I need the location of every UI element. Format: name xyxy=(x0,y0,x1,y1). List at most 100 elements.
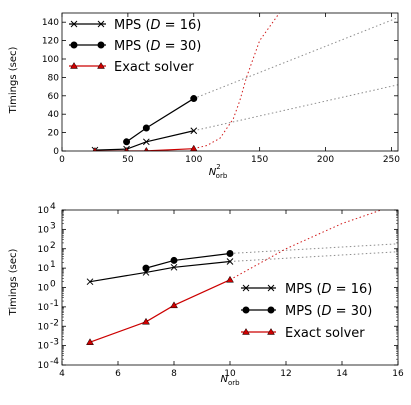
legend-label: Exact solver xyxy=(114,60,194,75)
x-marker-stroke xyxy=(267,284,275,292)
x-marker xyxy=(142,138,150,146)
series xyxy=(86,210,382,345)
x-tick-label: 150 xyxy=(251,155,268,165)
legend-item: Exact solver xyxy=(69,60,194,75)
plot-area xyxy=(91,13,398,151)
legend-label: MPS (D = 30) xyxy=(114,39,201,54)
triangle-marker xyxy=(70,62,78,69)
triangle-marker xyxy=(142,317,150,325)
plot-frame xyxy=(61,209,399,366)
x-marker-stroke xyxy=(190,127,198,135)
x-marker xyxy=(70,20,78,28)
y-tick-label: 10 xyxy=(38,303,50,313)
legend-label-prefix: Exact solver xyxy=(114,60,194,75)
x-marker xyxy=(226,258,234,265)
legend-label-suffix: = 16) xyxy=(332,282,373,297)
y-tick-label: 10 xyxy=(38,245,50,255)
bottom-xlabel-sub: orb xyxy=(228,379,240,387)
legend-label-prefix: MPS ( xyxy=(285,282,322,297)
circle-marker xyxy=(242,306,250,314)
series xyxy=(86,251,398,286)
y-tick-label: 10 xyxy=(38,284,50,294)
legend: MPS (D = 16)MPS (D = 30)Exact solver xyxy=(241,282,372,341)
series-line xyxy=(89,260,231,283)
series xyxy=(91,84,398,151)
y-tick-label: 80 xyxy=(48,73,60,83)
circle-marker xyxy=(97,41,105,49)
series xyxy=(142,243,398,272)
x-marker xyxy=(86,278,94,286)
x-marker xyxy=(267,284,275,292)
legend: MPS (D = 16) MPS (D = 30) Exact solver xyxy=(69,18,201,75)
top-ylabel: Timings (sec) xyxy=(8,46,19,114)
y-tick-label-exponent: -2 xyxy=(50,318,59,328)
top-xlabel-sub: orb xyxy=(216,172,228,180)
bottom-xlabel-var: N xyxy=(220,374,228,385)
x-tick-label: 4 xyxy=(59,369,65,379)
x-tick-label: 10 xyxy=(224,369,236,379)
legend-label-suffix: = 30) xyxy=(161,39,202,54)
circle-marker xyxy=(226,249,234,257)
series-line xyxy=(126,98,195,143)
y-tick-label: 10 xyxy=(38,206,50,216)
y-tick-label-exponent: 0 xyxy=(50,280,56,290)
legend-label-prefix: MPS ( xyxy=(114,18,151,33)
trend-line xyxy=(229,251,398,262)
triangle-marker xyxy=(242,328,250,335)
triangle-marker xyxy=(92,147,98,151)
legend-label: MPS (D = 16) xyxy=(285,282,372,297)
legend-label: Exact solver xyxy=(285,326,365,341)
legend-label-prefix: MPS ( xyxy=(285,304,322,319)
x-marker-stroke xyxy=(170,263,178,271)
x-tick-label: 0 xyxy=(59,155,65,165)
y-tick-label-exponent: -1 xyxy=(50,299,59,309)
x-tick-label: 12 xyxy=(280,369,291,379)
legend-label-suffix: = 16) xyxy=(161,18,202,33)
trend-line xyxy=(193,17,398,100)
x-tick-label: 14 xyxy=(336,369,348,379)
legend-label-suffix: = 30) xyxy=(332,304,373,319)
x-tick-label: 250 xyxy=(383,155,400,165)
circle-marker xyxy=(142,264,150,272)
trend-line xyxy=(193,84,398,132)
triangle-marker xyxy=(124,146,129,151)
x-tick-label: 6 xyxy=(115,369,121,379)
x-tick-label: 100 xyxy=(185,155,202,165)
y-tick-label: 120 xyxy=(42,37,59,47)
y-tick-label: 10 xyxy=(38,225,50,235)
legend-item: MPS (D = 16) xyxy=(241,282,372,297)
legend-label: MPS (D = 30) xyxy=(285,304,372,319)
legend-label-var: D xyxy=(322,304,332,319)
x-marker xyxy=(190,127,198,135)
legend-label: MPS (D = 16) xyxy=(114,18,201,33)
trend-line xyxy=(229,210,382,281)
y-tick-label: 10 xyxy=(38,342,50,352)
triangle-marker xyxy=(190,144,198,151)
plot-frame xyxy=(61,12,399,152)
legend-label-var: D xyxy=(322,282,332,297)
series-line xyxy=(94,130,194,151)
legend-item: MPS (D = 30) xyxy=(241,304,372,319)
y-tick-label: 0 xyxy=(53,147,59,157)
legend-item: MPS (D = 30) xyxy=(69,39,201,54)
legend-item: MPS (D = 16) xyxy=(69,18,201,33)
y-tick-label: 140 xyxy=(42,18,59,28)
circle-marker xyxy=(170,256,178,264)
y-tick-label: 10 xyxy=(38,361,50,371)
x-tick-label: 200 xyxy=(317,155,334,165)
plot-area xyxy=(86,210,398,345)
x-marker-stroke xyxy=(70,20,78,28)
y-tick-label-exponent: 4 xyxy=(50,202,56,212)
legend-label-prefix: MPS ( xyxy=(114,39,151,54)
triangle-marker xyxy=(143,146,149,151)
legend-item: Exact solver xyxy=(241,326,365,341)
top-xlabel: N2 orb xyxy=(209,163,228,180)
x-marker-stroke xyxy=(142,138,150,146)
x-marker-stroke xyxy=(242,284,250,292)
top-xlabel-var: N xyxy=(209,167,217,178)
y-tick-label-exponent: 3 xyxy=(50,221,56,231)
triangle-marker xyxy=(97,62,105,69)
y-tick-label: 10 xyxy=(38,264,50,274)
x-marker xyxy=(170,263,178,271)
